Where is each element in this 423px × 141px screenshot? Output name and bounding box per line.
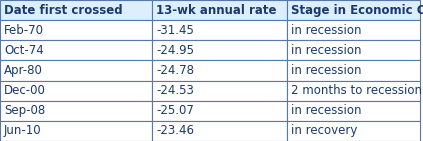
Bar — [0, 101, 152, 121]
Text: -24.53: -24.53 — [156, 84, 194, 97]
Bar — [0, 81, 152, 101]
Text: in recession: in recession — [291, 44, 362, 57]
Text: in recession: in recession — [291, 64, 362, 77]
Bar — [152, 81, 287, 101]
Text: Sep-08: Sep-08 — [4, 104, 45, 117]
Bar — [287, 101, 420, 121]
Bar — [152, 121, 287, 141]
Text: Stage in Economic Cycle: Stage in Economic Cycle — [291, 4, 423, 17]
Bar — [0, 40, 152, 60]
Text: -24.95: -24.95 — [156, 44, 194, 57]
Text: -25.07: -25.07 — [156, 104, 194, 117]
Bar — [152, 101, 287, 121]
Bar — [152, 40, 287, 60]
Bar — [287, 40, 420, 60]
Bar — [287, 20, 420, 40]
Bar — [287, 0, 420, 20]
Bar — [0, 60, 152, 81]
Text: in recession: in recession — [291, 24, 362, 37]
Text: Feb-70: Feb-70 — [4, 24, 44, 37]
Text: Oct-74: Oct-74 — [4, 44, 44, 57]
Bar — [152, 60, 287, 81]
Bar — [152, 20, 287, 40]
Text: Apr-80: Apr-80 — [4, 64, 43, 77]
Text: -31.45: -31.45 — [156, 24, 194, 37]
Text: -24.78: -24.78 — [156, 64, 194, 77]
Text: 13-wk annual rate: 13-wk annual rate — [156, 4, 277, 17]
Text: -23.46: -23.46 — [156, 124, 194, 137]
Bar — [287, 81, 420, 101]
Text: in recovery: in recovery — [291, 124, 357, 137]
Bar — [287, 121, 420, 141]
Text: Date first crossed: Date first crossed — [4, 4, 123, 17]
Bar — [0, 121, 152, 141]
Text: Jun-10: Jun-10 — [4, 124, 41, 137]
Bar — [152, 0, 287, 20]
Bar — [0, 20, 152, 40]
Bar — [0, 0, 152, 20]
Text: Dec-00: Dec-00 — [4, 84, 46, 97]
Bar — [287, 60, 420, 81]
Text: in recession: in recession — [291, 104, 362, 117]
Text: 2 months to recession: 2 months to recession — [291, 84, 422, 97]
